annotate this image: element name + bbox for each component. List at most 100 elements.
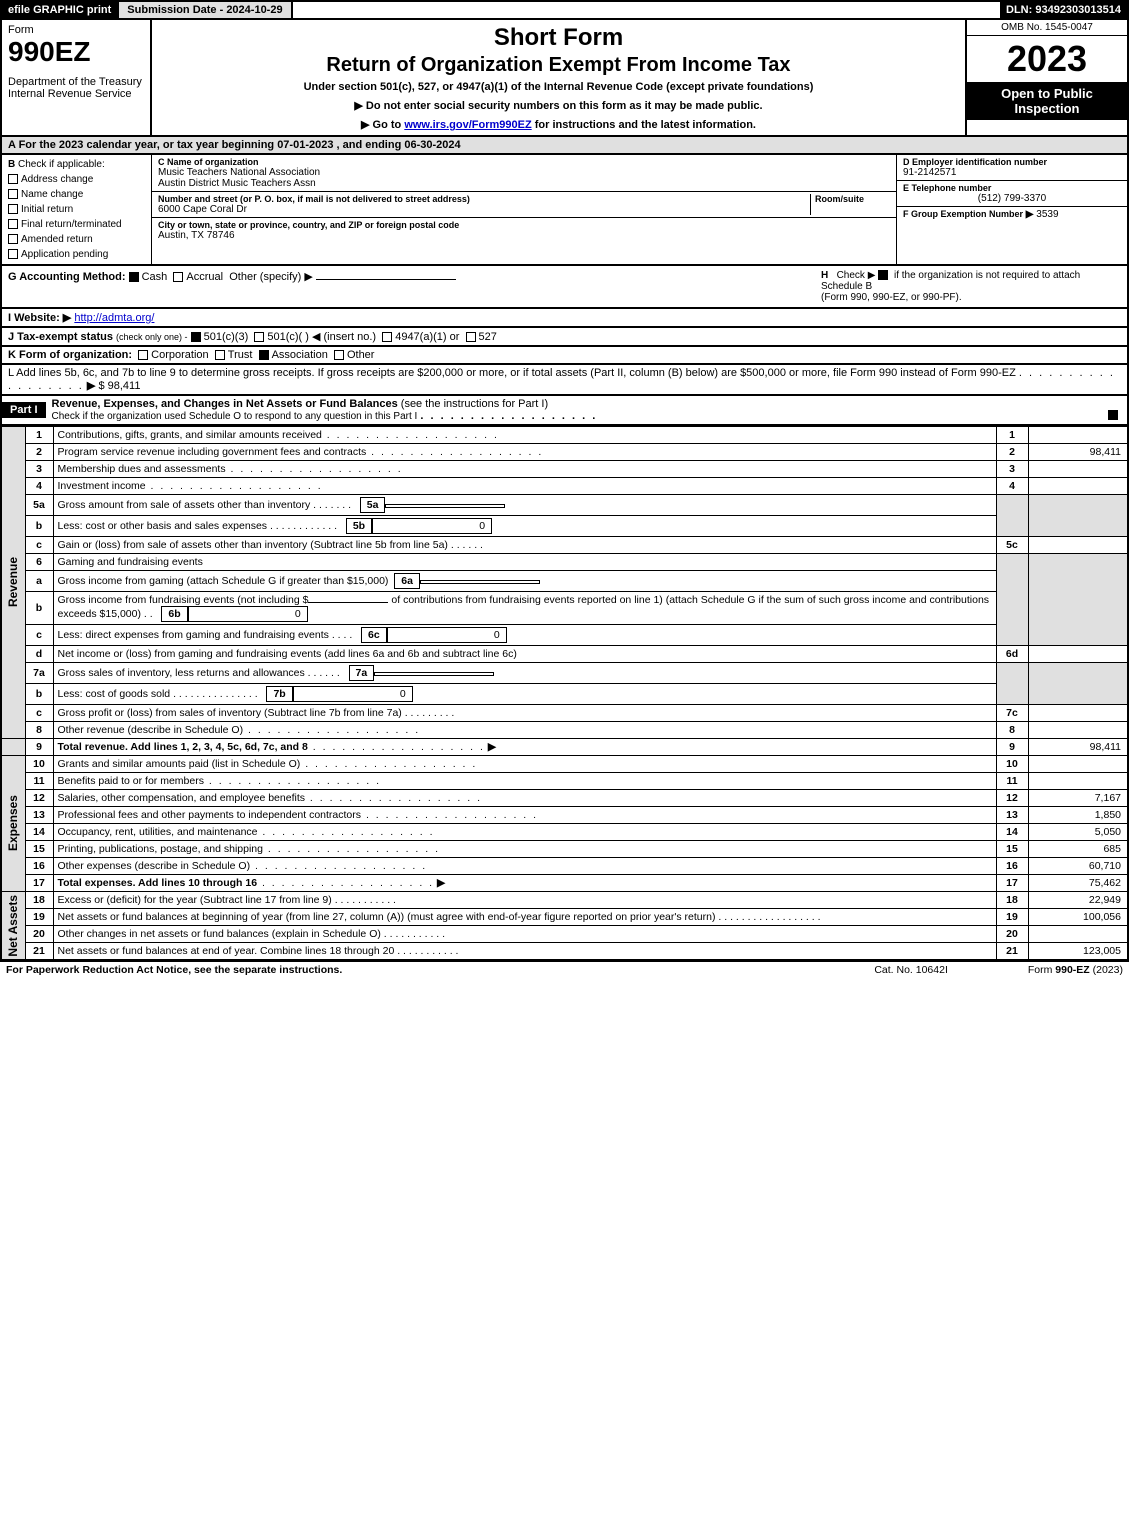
line-3-rn: 3 [996, 461, 1028, 478]
line-19-rn: 19 [996, 909, 1028, 926]
checkbox-trust[interactable] [215, 350, 225, 360]
line-5c-rn: 5c [996, 537, 1028, 554]
c-name-label: C Name of organization [158, 157, 890, 167]
line-21-rn: 21 [996, 943, 1028, 961]
line-14-num: 14 [25, 824, 53, 841]
checkbox-schedule-o[interactable] [1108, 410, 1118, 420]
line-9-num: 9 [25, 739, 53, 756]
other-specify-input[interactable] [316, 279, 456, 280]
checkbox-other[interactable] [334, 350, 344, 360]
line-15-text: Printing, publications, postage, and shi… [53, 841, 996, 858]
line-14-text: Occupancy, rent, utilities, and maintena… [53, 824, 996, 841]
line-6a-text: Gross income from gaming (attach Schedul… [53, 571, 996, 592]
grey-amt-7 [1028, 663, 1128, 705]
dln-label: DLN: 93492303013514 [1000, 2, 1127, 18]
line-6d-num: d [25, 646, 53, 663]
street-value: 6000 Cape Coral Dr [158, 204, 810, 215]
line-15-num: 15 [25, 841, 53, 858]
grey-amt-cell [1028, 495, 1128, 537]
check-if-label: Check if applicable: [18, 159, 105, 170]
city-label: City or town, state or province, country… [158, 220, 890, 230]
checkbox-initial-return[interactable] [8, 204, 18, 214]
opt-address-change: Address change [21, 174, 93, 185]
line-19-num: 19 [25, 909, 53, 926]
h-check-text: Check ▶ [837, 270, 876, 281]
row-k: K Form of organization: Corporation Trus… [0, 347, 1129, 365]
j-527: 527 [479, 331, 497, 343]
line-5b-num: b [25, 516, 53, 537]
line-3-text: Membership dues and assessments [53, 461, 996, 478]
city-value: Austin, TX 78746 [158, 230, 890, 241]
f-group-label: F Group Exemption Number [903, 209, 1023, 219]
line-18-text: Excess or (deficit) for the year (Subtra… [53, 892, 996, 909]
org-name-2: Austin District Music Teachers Assn [158, 178, 890, 189]
grey-cell-6 [996, 554, 1028, 646]
checkbox-4947[interactable] [382, 332, 392, 342]
header-center: Short Form Return of Organization Exempt… [152, 20, 967, 135]
line-5a-text: Gross amount from sale of assets other t… [53, 495, 996, 516]
k-label: K Form of organization: [8, 349, 132, 361]
irs-link[interactable]: www.irs.gov/Form990EZ [404, 119, 531, 131]
opt-initial-return: Initial return [21, 204, 73, 215]
line-5c-num: c [25, 537, 53, 554]
line-9-text: Total revenue. Add lines 1, 2, 3, 4, 5c,… [53, 739, 996, 756]
checkbox-501c[interactable] [254, 332, 264, 342]
line-4-text: Investment income [53, 478, 996, 495]
l-text: L Add lines 5b, 6c, and 7b to line 9 to … [8, 367, 1016, 379]
j-label: J Tax-exempt status [8, 331, 113, 343]
line-6d-text: Net income or (loss) from gaming and fun… [53, 646, 996, 663]
line-15-rn: 15 [996, 841, 1028, 858]
checkbox-address-change[interactable] [8, 174, 18, 184]
part-1-table: Revenue 1Contributions, gifts, grants, a… [0, 426, 1129, 961]
checkbox-corp[interactable] [138, 350, 148, 360]
line-11-amt [1028, 773, 1128, 790]
line-13-text: Professional fees and other payments to … [53, 807, 996, 824]
checkbox-final-return[interactable] [8, 219, 18, 229]
row-g-h: G Accounting Method: Cash Accrual Other … [0, 266, 1129, 309]
line-1-rn: 1 [996, 427, 1028, 444]
instr-goto: ▶ Go to www.irs.gov/Form990EZ for instru… [162, 118, 955, 131]
checkbox-cash[interactable] [129, 272, 139, 282]
line-7c-amt [1028, 705, 1128, 722]
j-note: (check only one) - [116, 332, 188, 342]
line-8-rn: 8 [996, 722, 1028, 739]
line-16-amt: 60,710 [1028, 858, 1128, 875]
line-6d-amt [1028, 646, 1128, 663]
instr-suffix: for instructions and the latest informat… [532, 119, 756, 131]
line-7b-sv: 0 [293, 686, 413, 702]
line-6c-sv: 0 [387, 627, 507, 643]
checkbox-h[interactable] [878, 270, 888, 280]
j-501c: 501(c)( ) ◀ (insert no.) [267, 331, 376, 343]
checkbox-527[interactable] [466, 332, 476, 342]
row-j: J Tax-exempt status (check only one) - 5… [0, 328, 1129, 347]
line-6c-sn: 6c [361, 627, 387, 643]
line-7a-num: 7a [25, 663, 53, 684]
other-label: Other (specify) ▶ [229, 271, 313, 283]
cash-label: Cash [142, 271, 168, 283]
line-6c-text: Less: direct expenses from gaming and fu… [53, 625, 996, 646]
checkbox-application-pending[interactable] [8, 249, 18, 259]
website-link[interactable]: http://admta.org/ [74, 312, 154, 324]
efile-label[interactable]: efile GRAPHIC print [2, 2, 119, 18]
line-6b-blank[interactable] [308, 602, 388, 603]
opt-application-pending: Application pending [21, 249, 108, 260]
submission-date: Submission Date - 2024-10-29 [119, 2, 292, 18]
h-label: H [821, 270, 828, 281]
line-12-text: Salaries, other compensation, and employ… [53, 790, 996, 807]
header-left: Form 990EZ Department of the Treasury In… [2, 20, 152, 135]
line-9-amt: 98,411 [1028, 739, 1128, 756]
checkbox-accrual[interactable] [173, 272, 183, 282]
part1-title-text: Revenue, Expenses, and Changes in Net As… [52, 398, 398, 410]
row-i: I Website: ▶ http://admta.org/ [0, 309, 1129, 328]
phone-value: (512) 799-3370 [903, 193, 1121, 204]
line-21-num: 21 [25, 943, 53, 961]
line-10-rn: 10 [996, 756, 1028, 773]
checkbox-501c3[interactable] [191, 332, 201, 342]
row-l: L Add lines 5b, 6c, and 7b to line 9 to … [0, 365, 1129, 396]
part-1-title: Revenue, Expenses, and Changes in Net As… [46, 396, 1127, 424]
line-13-rn: 13 [996, 807, 1028, 824]
checkbox-assoc[interactable] [259, 350, 269, 360]
checkbox-name-change[interactable] [8, 189, 18, 199]
checkbox-amended-return[interactable] [8, 234, 18, 244]
opt-final-return: Final return/terminated [21, 219, 122, 230]
